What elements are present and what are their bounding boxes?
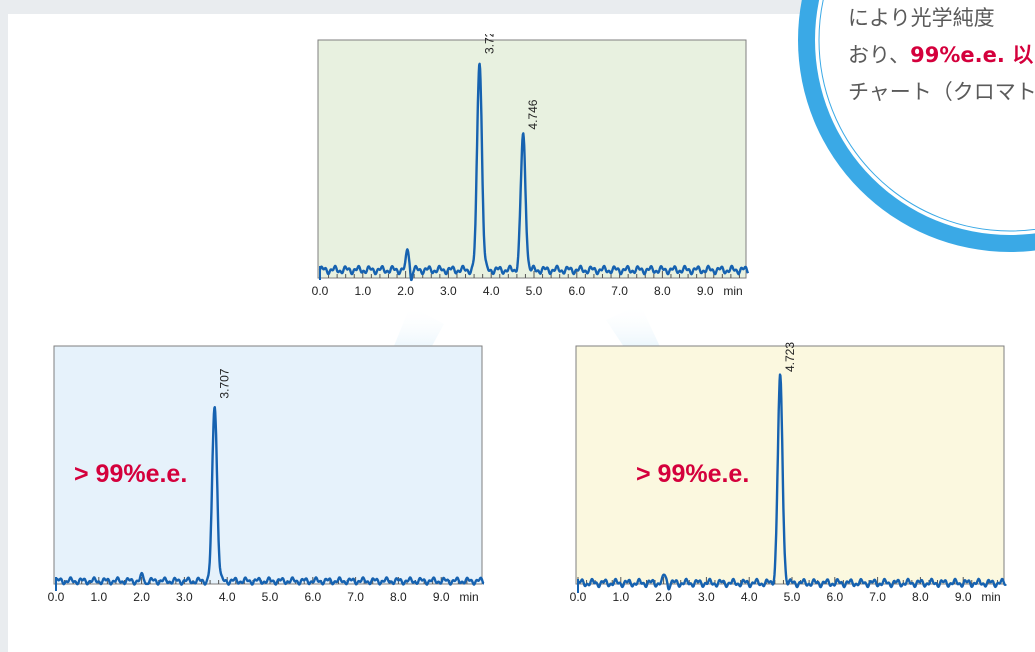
- x-tick-label: 0.0: [312, 284, 329, 298]
- chromatogram-trace: [577, 373, 1007, 591]
- ee-annotation-right: > 99%e.e.: [636, 460, 749, 488]
- chart-right: 0.0 1.0 2.0 3.0 4.0 5.0 6.0 7.0 8.0 9.0 min 4.723 >…: [570, 342, 1007, 604]
- x-tick-label: 4.0: [219, 590, 236, 604]
- chart-top: 0.0 1.0 2.0 3.0 4.0 5.0 6.0 7.0 8.0 9.0 min 3.727 4.…: [312, 34, 750, 298]
- x-unit-label: min: [459, 590, 478, 604]
- x-tick-label: 3.0: [440, 284, 457, 298]
- chart-left: 0.0 1.0 2.0 3.0 4.0 5.0 6.0 7.0 8.0 9.0 min 3.707 >…: [48, 345, 485, 604]
- peak-label: 4.746: [526, 99, 540, 129]
- x-tick-label: 7.0: [347, 590, 364, 604]
- x-tick-label: 6.0: [568, 284, 585, 298]
- x-tick-label: 9.0: [955, 590, 972, 604]
- x-tick-label: 8.0: [390, 590, 407, 604]
- x-tick-label: 2.0: [397, 284, 414, 298]
- x-tick-label: 0.0: [570, 590, 587, 604]
- x-tick-label: 2.0: [655, 590, 672, 604]
- x-tick-label: 8.0: [654, 284, 671, 298]
- x-tick-label: 3.0: [176, 590, 193, 604]
- x-tick-label: 5.0: [526, 284, 543, 298]
- x-tick-label: 9.0: [433, 590, 450, 604]
- x-tick-label: 4.0: [483, 284, 500, 298]
- peak-label: 4.723: [783, 342, 797, 372]
- x-tick-label: 2.0: [133, 590, 150, 604]
- x-tick-label: 8.0: [912, 590, 929, 604]
- peak-label: 3.707: [218, 368, 232, 398]
- peak-label: 3.727: [483, 34, 497, 54]
- chromatogram-trace: [54, 406, 485, 586]
- x-tick-label: 1.0: [90, 590, 107, 604]
- chromatogram-trace: [318, 62, 750, 282]
- plot-area-top: [317, 39, 747, 279]
- x-tick-label: 7.0: [869, 590, 886, 604]
- x-tick-label: 3.0: [698, 590, 715, 604]
- figure-canvas: 0.0 1.0 2.0 3.0 4.0 5.0 6.0 7.0 8.0 9.0 min 3.727 4.…: [8, 14, 1035, 652]
- x-tick-label: 9.0: [697, 284, 714, 298]
- plot-area-right: [575, 345, 1005, 585]
- plot-area-left: [53, 345, 483, 585]
- x-unit-label: min: [981, 590, 1000, 604]
- x-tick-label: 5.0: [784, 590, 801, 604]
- x-tick-label: 5.0: [262, 590, 279, 604]
- x-tick-label: 1.0: [612, 590, 629, 604]
- x-tick-label: 6.0: [826, 590, 843, 604]
- x-tick-label: 1.0: [354, 284, 371, 298]
- x-tick-label: 0.0: [48, 590, 65, 604]
- x-tick-label: 6.0: [304, 590, 321, 604]
- x-tick-label: 7.0: [611, 284, 628, 298]
- x-unit-label: min: [723, 284, 742, 298]
- x-tick-label: 4.0: [741, 590, 758, 604]
- ee-annotation-left: > 99%e.e.: [74, 460, 187, 488]
